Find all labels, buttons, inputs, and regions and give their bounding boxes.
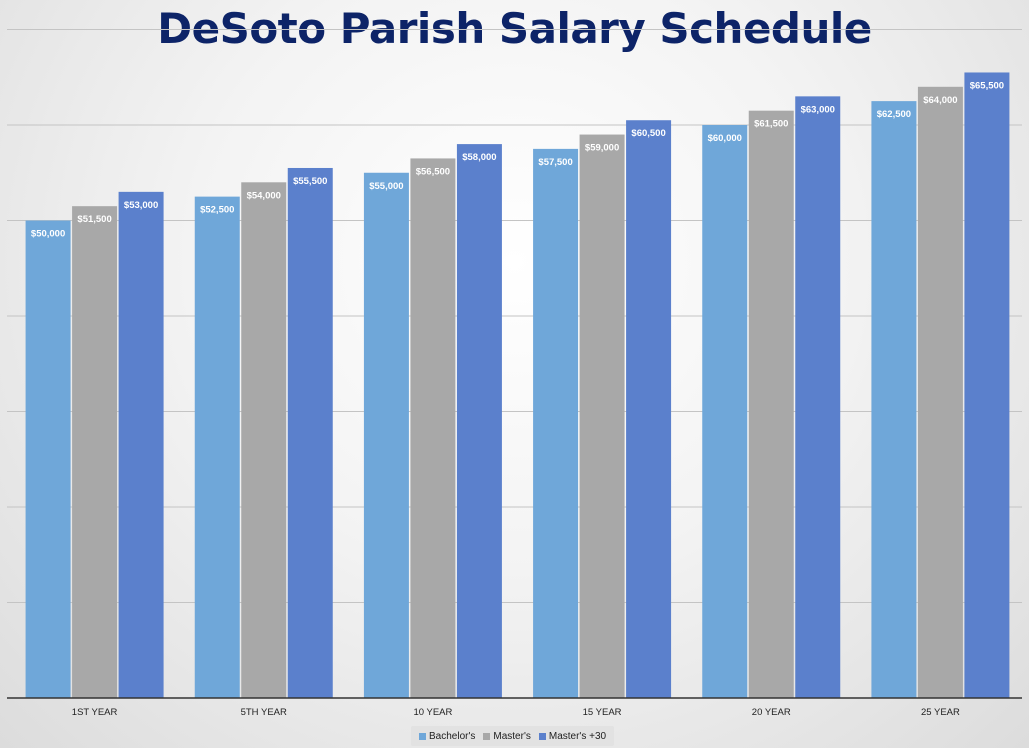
data-label: $62,500: [877, 109, 911, 120]
data-label: $57,500: [538, 157, 572, 168]
chart-legend: Bachelor's Master's Master's +30: [411, 726, 615, 746]
data-label: $53,000: [124, 200, 158, 211]
bar-bachelor-s-5: [702, 125, 748, 698]
bar-master-s-30-5: [795, 96, 841, 699]
bar-bachelor-s-4: [533, 148, 579, 698]
bar-master-s-2: [241, 182, 287, 699]
bar-master-s-30-4: [626, 120, 672, 699]
legend-label-masters-plus-30: Master's +30: [548, 730, 607, 742]
data-label: $54,000: [247, 190, 281, 201]
bar-master-s-30-6: [964, 72, 1010, 699]
data-label: $60,000: [708, 133, 742, 144]
legend-label-masters: Master's: [493, 730, 531, 742]
legend-swatch-masters: [483, 732, 491, 740]
data-label: $61,500: [754, 119, 788, 130]
x-tick-label: 20 YEAR: [752, 707, 791, 718]
x-tick-label: 10 YEAR: [413, 707, 452, 718]
bar-bachelor-s-1: [25, 220, 71, 698]
legend-label-bachelors: Bachelor's: [429, 730, 476, 742]
bar-master-s-30-3: [456, 144, 502, 699]
data-label: $55,500: [293, 176, 327, 187]
bar-master-s-6: [917, 86, 963, 699]
bar-master-s-30-2: [287, 167, 333, 699]
x-tick-label: 5TH YEAR: [241, 707, 287, 718]
bar-master-s-1: [72, 206, 118, 699]
legend-item-bachelors: Bachelor's: [419, 731, 475, 742]
bar-bachelor-s-2: [194, 196, 240, 698]
data-label: $52,500: [200, 205, 234, 216]
data-label: $65,500: [970, 80, 1004, 91]
data-label: $55,000: [369, 181, 403, 192]
data-label: $60,500: [631, 128, 665, 139]
data-label: $56,500: [416, 166, 450, 177]
data-label: $64,000: [923, 95, 957, 106]
data-label: $58,000: [462, 152, 496, 163]
data-label: $50,000: [31, 229, 65, 240]
bar-bachelor-s-6: [871, 101, 917, 698]
x-tick-label: 15 YEAR: [583, 707, 622, 718]
bar-master-s-4: [579, 134, 625, 699]
chart-title: DeSoto Parish Salary Schedule: [157, 4, 872, 53]
bar-bachelor-s-3: [363, 172, 409, 698]
data-label: $59,000: [585, 143, 619, 154]
legend-item-masters-plus-30: Master's +30: [538, 730, 607, 742]
legend-swatch-masters-plus-30: [538, 732, 546, 740]
x-tick-label: 1ST YEAR: [72, 707, 118, 718]
bar-master-s-3: [410, 158, 456, 699]
bar-master-s-30-1: [118, 191, 164, 698]
bar-master-s-5: [748, 110, 794, 699]
data-label: $63,000: [801, 104, 835, 115]
data-label: $51,500: [77, 214, 111, 225]
legend-swatch-bachelors: [419, 732, 426, 740]
legend-item-masters: Master's: [483, 730, 531, 742]
x-tick-label: 25 YEAR: [921, 707, 960, 718]
